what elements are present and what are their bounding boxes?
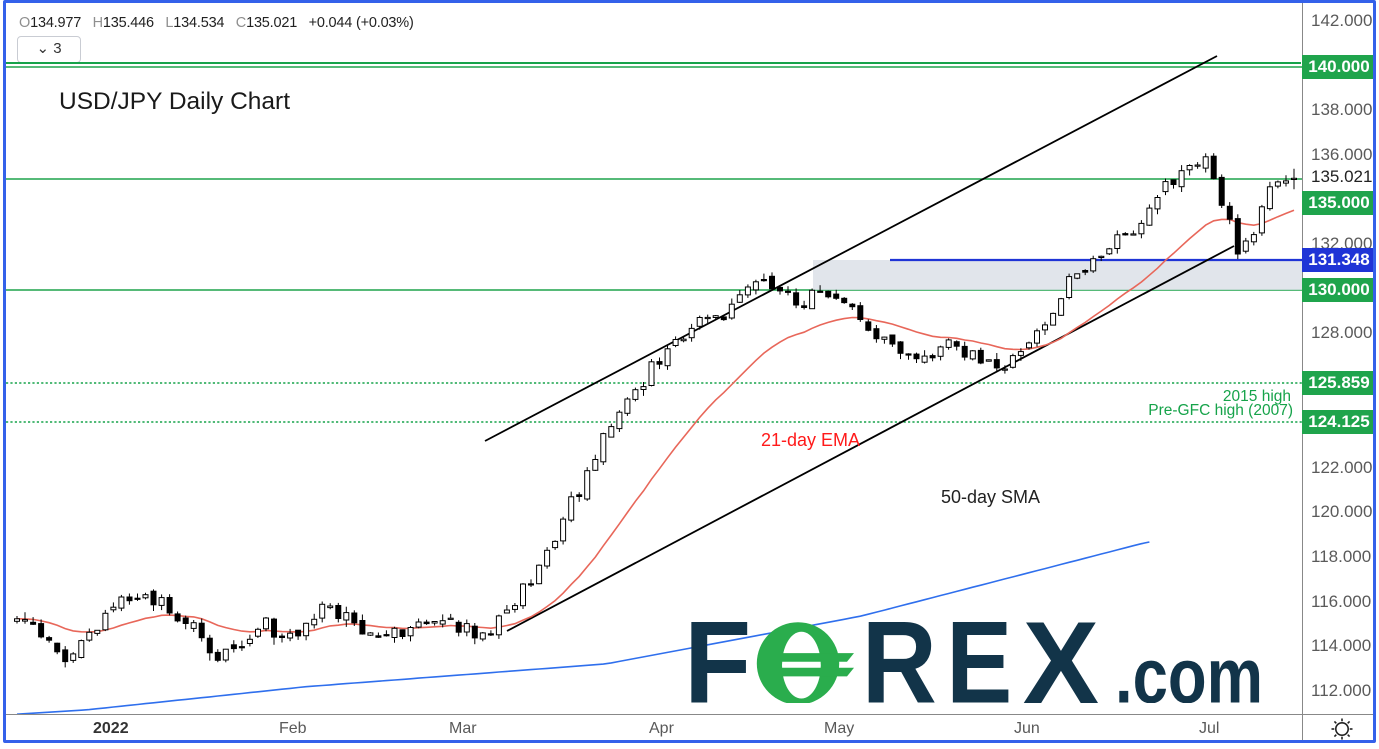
svg-text:E: E bbox=[946, 622, 1012, 703]
svg-text:.com: .com bbox=[1115, 632, 1263, 704]
svg-text:R: R bbox=[862, 622, 937, 703]
svg-text:F: F bbox=[684, 622, 751, 703]
svg-text:X: X bbox=[1023, 622, 1099, 703]
